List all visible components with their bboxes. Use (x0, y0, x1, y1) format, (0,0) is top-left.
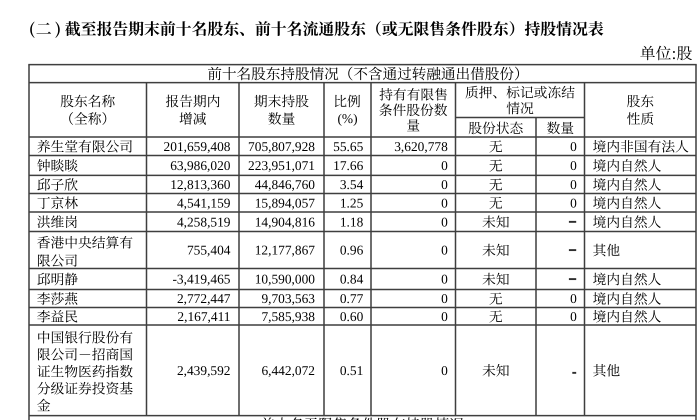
svg-text:0: 0 (441, 214, 448, 229)
svg-text:14,904,816: 14,904,816 (255, 214, 316, 229)
svg-text:755,404: 755,404 (187, 243, 231, 258)
svg-text:201,659,408: 201,659,408 (164, 139, 231, 154)
svg-text:0: 0 (441, 363, 448, 378)
svg-text:0: 0 (570, 177, 577, 192)
svg-text:2,167,411: 2,167,411 (177, 309, 230, 324)
svg-text:44,846,760: 44,846,760 (255, 177, 316, 192)
svg-text:0.51: 0.51 (340, 363, 363, 378)
svg-text:-3,419,465: -3,419,465 (172, 272, 230, 287)
svg-text:0.84: 0.84 (340, 272, 364, 287)
svg-text:1.18: 1.18 (340, 214, 364, 229)
svg-text:9,703,563: 9,703,563 (261, 291, 315, 306)
svg-text:0.60: 0.60 (340, 309, 364, 324)
svg-text:4,258,519: 4,258,519 (177, 214, 231, 229)
svg-text:0: 0 (570, 195, 577, 210)
svg-text:0: 0 (441, 158, 448, 173)
svg-text:0.77: 0.77 (340, 291, 364, 306)
svg-text:223,951,071: 223,951,071 (248, 158, 315, 173)
svg-text:12,813,360: 12,813,360 (170, 177, 231, 192)
svg-text:0: 0 (441, 309, 448, 324)
svg-text:10,590,000: 10,590,000 (255, 272, 316, 287)
svg-text:0: 0 (570, 309, 577, 324)
svg-text:705,807,928: 705,807,928 (248, 139, 315, 154)
svg-text:0: 0 (441, 177, 448, 192)
svg-text:15,894,057: 15,894,057 (255, 195, 316, 210)
svg-text:0: 0 (570, 139, 577, 154)
svg-text:0: 0 (570, 291, 577, 306)
svg-text:17.66: 17.66 (333, 158, 363, 173)
svg-text:3.54: 3.54 (340, 177, 364, 192)
svg-text:0.96: 0.96 (340, 243, 364, 258)
svg-text:4,541,159: 4,541,159 (177, 195, 231, 210)
svg-text:0: 0 (441, 195, 448, 210)
svg-text:12,177,867: 12,177,867 (255, 243, 316, 258)
svg-text:3,620,778: 3,620,778 (394, 139, 448, 154)
svg-text:0: 0 (441, 272, 448, 287)
svg-text:0: 0 (441, 291, 448, 306)
svg-text:55.65: 55.65 (333, 139, 363, 154)
svg-text:(%): (%) (337, 111, 357, 126)
svg-text:7,585,938: 7,585,938 (261, 309, 315, 324)
svg-text:63,986,020: 63,986,020 (170, 158, 231, 173)
svg-text:0: 0 (570, 158, 577, 173)
svg-text:6,442,072: 6,442,072 (261, 363, 315, 378)
svg-text:1.25: 1.25 (340, 195, 364, 210)
svg-text:2,439,592: 2,439,592 (177, 363, 231, 378)
svg-text:0: 0 (441, 243, 448, 258)
svg-text:2,772,447: 2,772,447 (177, 291, 231, 306)
